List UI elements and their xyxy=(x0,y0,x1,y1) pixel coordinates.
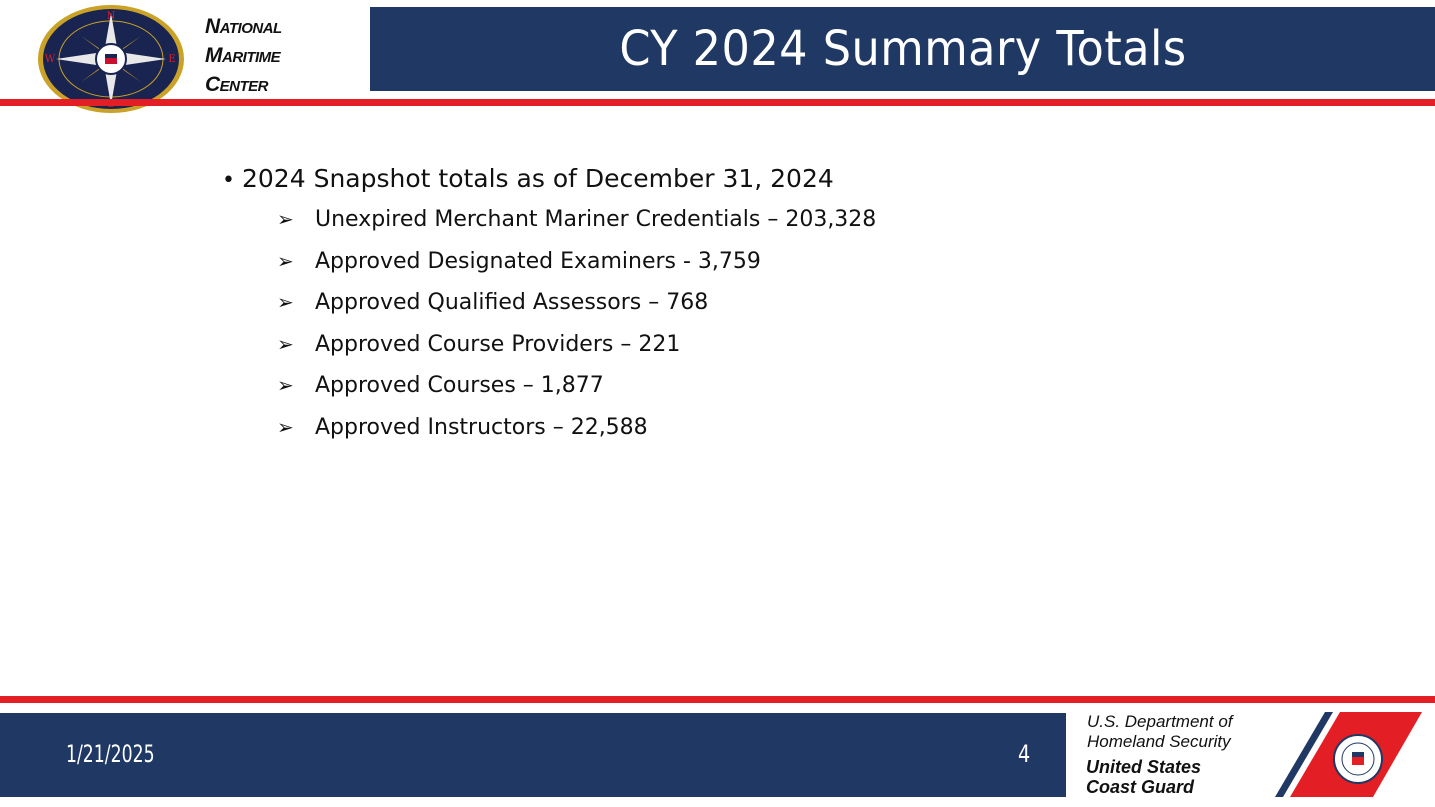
dhs-label: U.S. Department of Homeland Security xyxy=(1087,712,1233,752)
footer-divider xyxy=(0,696,1435,703)
list-item-text: Approved Designated Examiners - 3,759 xyxy=(315,248,761,274)
org-name-line-2: Maritime xyxy=(205,44,281,67)
main-bullet: • 2024 Snapshot totals as of December 31,… xyxy=(222,160,876,198)
slide-title: CY 2024 Summary Totals xyxy=(618,21,1187,77)
main-bullet-text: 2024 Snapshot totals as of December 31, … xyxy=(242,164,834,193)
list-item-text: Approved Courses – 1,877 xyxy=(315,373,604,398)
slide-content: • 2024 Snapshot totals as of December 31,… xyxy=(222,160,876,451)
compass-west-letter: W xyxy=(45,54,56,65)
uscg-label: United States Coast Guard xyxy=(1086,757,1201,797)
bullet-dot-icon: • xyxy=(222,168,235,193)
arrow-bullet-icon: ➢ xyxy=(277,331,294,356)
arrow-bullet-icon: ➢ xyxy=(277,373,294,397)
list-item: ➢ Unexpired Merchant Mariner Credentials … xyxy=(277,202,876,244)
list-item: ➢ Approved Designated Examiners - 3,759 xyxy=(277,244,876,286)
compass-east-letter: E xyxy=(168,54,175,65)
compass-north-letter: N xyxy=(107,11,116,22)
arrow-bullet-icon: ➢ xyxy=(277,248,294,273)
list-item: ➢ Approved Qualified Assessors – 768 xyxy=(277,285,876,327)
list-item: ➢ Approved Courses – 1,877 xyxy=(277,368,876,410)
dhs-line-2: Homeland Security xyxy=(1087,732,1231,751)
list-item-text: Approved Qualified Assessors – 768 xyxy=(315,290,709,315)
page-number: 4 xyxy=(1018,740,1031,768)
org-name-line-1: National xyxy=(205,15,282,38)
coast-guard-racing-stripe-icon xyxy=(1270,712,1435,803)
sub-bullet-list: ➢ Unexpired Merchant Mariner Credentials … xyxy=(277,202,876,451)
uscg-line-2: Coast Guard xyxy=(1086,777,1195,797)
org-name-line-3: Center xyxy=(205,73,269,96)
footer-bar xyxy=(0,713,1066,797)
header-divider xyxy=(0,99,1435,106)
arrow-bullet-icon: ➢ xyxy=(277,207,294,231)
arrow-bullet-icon: ➢ xyxy=(277,414,294,439)
dhs-line-1: U.S. Department of xyxy=(1087,712,1233,731)
footer-date: 1/21/2025 xyxy=(66,740,155,768)
list-item: ➢ Approved Instructors – 22,588 xyxy=(277,410,876,452)
national-maritime-center-logo: N E S W xyxy=(36,3,186,115)
list-item: ➢ Approved Course Providers – 221 xyxy=(277,327,876,369)
list-item-text: Approved Instructors – 22,588 xyxy=(315,414,648,440)
uscg-line-1: United States xyxy=(1086,757,1202,777)
organization-name: National Maritime Center xyxy=(205,12,282,99)
list-item-text: Unexpired Merchant Mariner Credentials –… xyxy=(315,207,877,232)
list-item-text: Approved Course Providers – 221 xyxy=(315,331,681,357)
title-bar: CY 2024 Summary Totals xyxy=(370,7,1435,91)
arrow-bullet-icon: ➢ xyxy=(277,290,294,314)
